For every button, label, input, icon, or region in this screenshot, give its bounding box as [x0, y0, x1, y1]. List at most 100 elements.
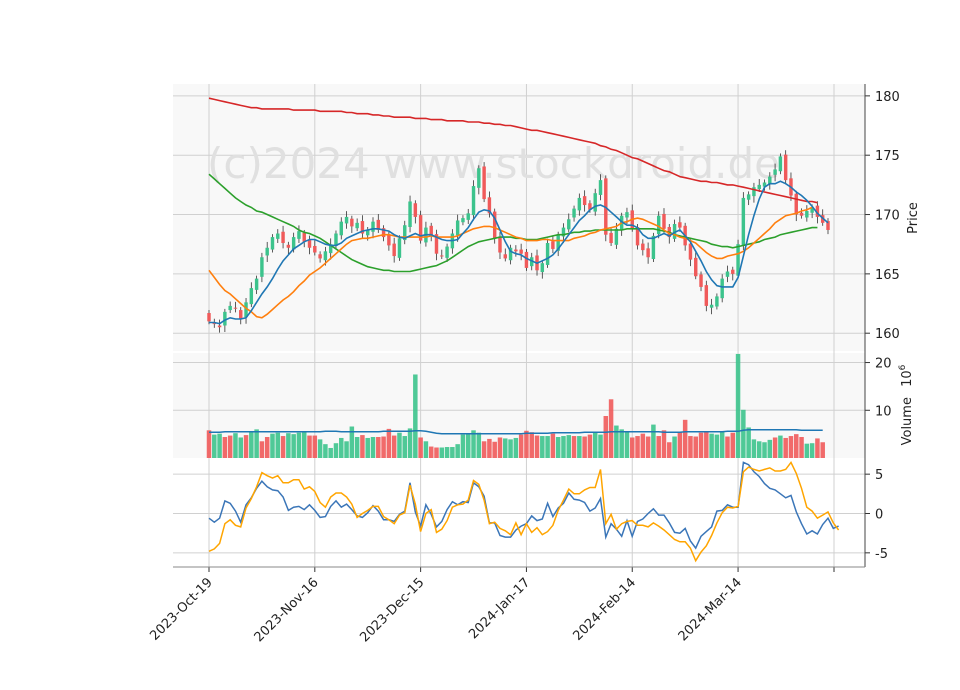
volume-bar — [238, 437, 243, 458]
volume-bar — [222, 437, 228, 458]
volume-bar — [328, 447, 333, 458]
candle-body — [752, 187, 756, 197]
volume-bar — [529, 432, 534, 458]
volume-bar — [518, 434, 524, 458]
candle-body — [768, 176, 772, 185]
candle-body — [270, 237, 275, 250]
volume-bar — [270, 433, 275, 458]
volume-bar — [804, 443, 810, 458]
volume-bar — [497, 437, 503, 458]
candle-body — [487, 197, 492, 214]
volume-bar — [735, 353, 741, 458]
grid — [173, 84, 865, 567]
volume-bar — [677, 432, 683, 458]
candle-body — [355, 222, 359, 229]
candle-body — [641, 243, 645, 251]
volume-bar — [608, 399, 614, 458]
volume-bar — [762, 442, 767, 458]
volume-bar — [714, 434, 720, 458]
volume-bar — [397, 432, 402, 458]
candle-body — [418, 215, 423, 241]
candle-body — [503, 254, 507, 259]
candle-body — [281, 231, 285, 244]
candle-body — [694, 257, 698, 277]
volume-bar — [524, 430, 529, 458]
candle-body — [794, 193, 798, 215]
x-tick-label: 2023-Dec-15 — [357, 575, 427, 645]
volume-bar — [386, 428, 392, 458]
oscillator-tick-label: -5 — [875, 547, 888, 562]
candle-body — [709, 304, 714, 308]
volume-bar — [280, 436, 286, 458]
price-panel — [173, 84, 865, 351]
volume-bar — [487, 438, 492, 458]
volume-bar — [291, 434, 296, 458]
oscillator-tick-label: 0 — [875, 508, 883, 523]
candle-body — [228, 305, 232, 311]
candle-body — [783, 154, 788, 181]
volume-bar — [249, 431, 254, 458]
candle-body — [551, 241, 555, 249]
candle-body — [508, 247, 513, 261]
candle-body — [678, 222, 682, 228]
volume-bar — [667, 442, 672, 458]
price-layer — [207, 97, 830, 333]
candle-body — [524, 251, 529, 268]
candle-body — [217, 325, 222, 328]
candle-body — [736, 244, 740, 276]
candle-body — [773, 169, 777, 175]
volume-bar — [365, 437, 370, 458]
volume-bar — [566, 435, 572, 458]
volume-bar — [741, 409, 746, 458]
volume-ma-line — [209, 429, 823, 435]
candle-body — [376, 219, 381, 230]
candle-body — [297, 231, 301, 239]
candle-body — [572, 208, 576, 218]
candle-body — [614, 228, 619, 245]
volume-bar — [465, 433, 471, 458]
volume-bar — [582, 436, 587, 458]
x-tick-label: 2023-Nov-16 — [252, 575, 322, 645]
candle-body — [492, 211, 497, 239]
candle-body — [455, 220, 460, 236]
volume-bar — [772, 437, 778, 458]
volume-bar — [333, 443, 339, 458]
candle-body — [318, 254, 322, 259]
signal-line — [208, 460, 840, 563]
volume-bar — [307, 435, 312, 458]
volume-bar — [619, 429, 624, 458]
volume-bar — [354, 437, 360, 458]
volume-bar — [233, 433, 238, 458]
x-tick-label: 2024-Feb-14 — [570, 575, 639, 644]
candle-body — [651, 235, 656, 260]
candle-body — [392, 243, 396, 257]
volume-bar — [476, 432, 482, 458]
volume-bar — [481, 441, 487, 458]
ma-200-line — [208, 97, 818, 204]
candle-body — [291, 237, 296, 250]
ma-mid-line — [208, 206, 813, 319]
volume-axis-label-text: Volume — [900, 397, 915, 445]
volume-bar — [301, 431, 307, 458]
candle-body — [207, 313, 211, 322]
candle-body — [567, 219, 571, 230]
volume-bar — [751, 439, 757, 458]
candle-body — [815, 205, 820, 217]
candle-body — [720, 278, 724, 299]
volume-bar — [344, 441, 349, 458]
candle-body — [656, 215, 661, 235]
candle-body — [244, 302, 248, 318]
oscillator-layer — [208, 460, 840, 563]
volume-bar — [555, 437, 561, 458]
volume-layer — [206, 353, 825, 458]
candle-body — [762, 182, 767, 187]
candle-body — [307, 240, 312, 248]
candle-body — [588, 203, 592, 210]
volume-axis-exponent-power: 6 — [898, 364, 908, 370]
candle-body — [746, 194, 751, 200]
candle-body — [699, 274, 703, 287]
volume-bar — [688, 436, 693, 458]
price-tick-label: 160 — [875, 327, 900, 342]
candle-body — [328, 244, 333, 254]
candle-body — [625, 212, 629, 218]
